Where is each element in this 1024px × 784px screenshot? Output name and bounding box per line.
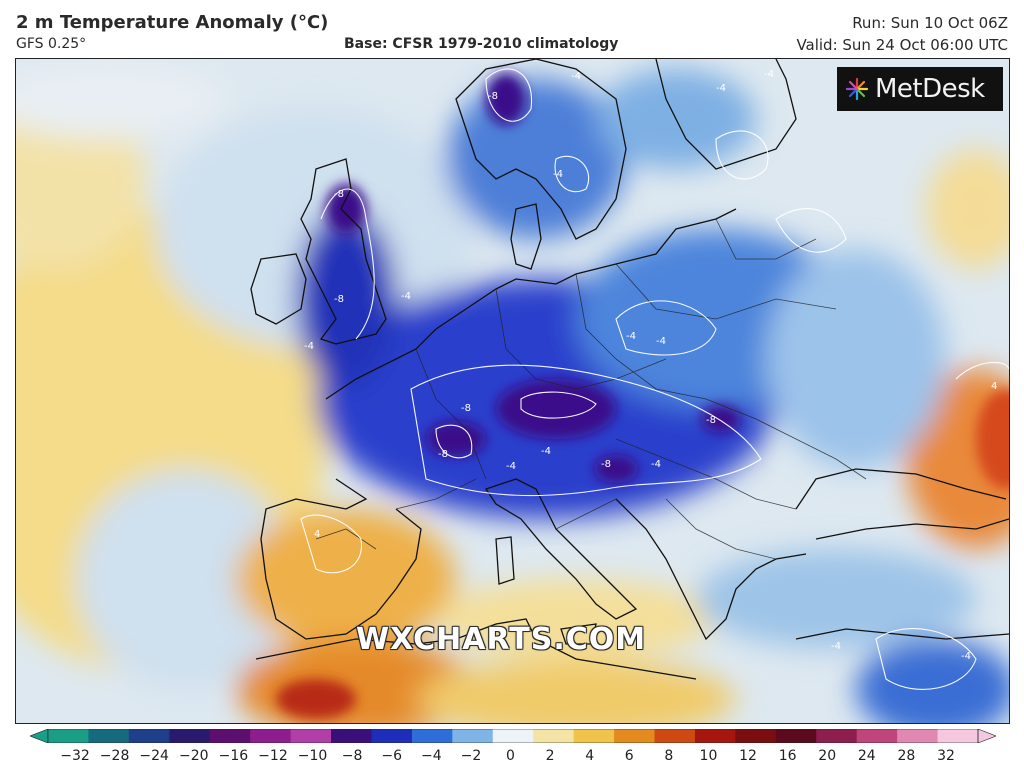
contour-label: -8 bbox=[488, 91, 498, 102]
colorbar-segment bbox=[775, 729, 817, 743]
colorbar-segment bbox=[88, 729, 130, 743]
run-time-label: Run: Sun 10 Oct 06Z bbox=[852, 14, 1008, 32]
colorbar-tick-label: −12 bbox=[258, 748, 288, 764]
colorbar-tick-label: 20 bbox=[818, 748, 837, 764]
colorbar-tick-labels: −32 −28 −24 −20 −16 −12 −10 −8 −6 −4 −2 0 2 4 6 8 10 12 16… bbox=[0, 748, 1024, 768]
model-label: GFS 0.25° bbox=[16, 36, 87, 52]
colorbar-min-arrow bbox=[29, 728, 49, 744]
valid-time-label: Valid: Sun 24 Oct 06:00 UTC bbox=[796, 36, 1008, 54]
colorbar-tick-label: 32 bbox=[937, 748, 955, 764]
contour-label: -4 bbox=[656, 336, 666, 347]
contour-label: -8 bbox=[438, 449, 448, 460]
colorbar-tick-label: −6 bbox=[381, 748, 403, 764]
contour-label: -4 bbox=[716, 83, 726, 94]
contour-lines bbox=[300, 68, 1009, 690]
contour-label: -4 bbox=[831, 641, 841, 652]
contour-label: -4 bbox=[304, 341, 314, 352]
colorbar-segment bbox=[694, 729, 736, 743]
colorbar-tick-label: −10 bbox=[297, 748, 328, 764]
country-borders bbox=[315, 218, 867, 560]
contour-label: -4 bbox=[571, 71, 581, 82]
colorbar-segment bbox=[614, 729, 656, 743]
colorbar-tick-label: 8 bbox=[664, 748, 674, 764]
contour-label: -4 bbox=[764, 69, 774, 80]
colorbar-tick-label: 12 bbox=[739, 748, 757, 764]
colorbar-segment bbox=[937, 729, 979, 743]
contour-label: -4 bbox=[961, 651, 971, 662]
colorbar-segment bbox=[856, 729, 898, 743]
colorbar-segment bbox=[250, 729, 292, 743]
colorbar-tick-label: −8 bbox=[341, 748, 363, 764]
colorbar-segment bbox=[452, 729, 494, 743]
climatology-base-label: Base: CFSR 1979-2010 climatology bbox=[344, 36, 619, 52]
colorbar-segment bbox=[897, 729, 939, 743]
contour-label: -4 bbox=[553, 169, 563, 180]
metdesk-star-icon bbox=[845, 77, 869, 101]
colorbar-segment bbox=[48, 729, 89, 743]
colorbar-segment bbox=[169, 729, 211, 743]
contour-label: -8 bbox=[334, 189, 344, 200]
colorbar-segment bbox=[209, 729, 251, 743]
contour-label: -8 bbox=[706, 415, 716, 426]
colorbar-segment bbox=[411, 729, 453, 743]
colorbar-tick-label: 0 bbox=[506, 748, 515, 764]
colorbar-tick-label: 4 bbox=[585, 748, 595, 764]
colorbar-tick-label: 6 bbox=[624, 748, 634, 764]
metdesk-logo-text: MetDesk bbox=[875, 74, 985, 104]
contour-label: -4 bbox=[541, 446, 551, 457]
contour-label: 4 bbox=[314, 529, 320, 540]
contour-label: -4 bbox=[651, 459, 661, 470]
colorbar-max-arrow bbox=[977, 728, 997, 744]
colorbar-segment bbox=[573, 729, 615, 743]
colorbar bbox=[29, 728, 997, 744]
colorbar-segment bbox=[735, 729, 777, 743]
map-canvas: -4 -4 -4 -4 -4 -4 -4 -4 -4 -4 -8 -8 -8 -… bbox=[16, 59, 1009, 723]
temperature-anomaly-map[interactable]: -4 -4 -4 -4 -4 -4 -4 -4 -4 -4 -8 -8 -8 -… bbox=[15, 58, 1010, 724]
colorbar-tick-label: 2 bbox=[545, 748, 555, 764]
colorbar-tick-label: −32 bbox=[60, 748, 90, 764]
colorbar-segment bbox=[533, 729, 575, 743]
contour-label: -8 bbox=[601, 459, 611, 470]
colorbar-segment bbox=[654, 729, 696, 743]
colorbar-segment bbox=[290, 729, 332, 743]
colorbar-segment bbox=[128, 729, 170, 743]
colorbar-tick-label: −28 bbox=[99, 748, 130, 764]
colorbar-segment bbox=[371, 729, 413, 743]
contour-label: -8 bbox=[334, 294, 344, 305]
colorbar-tick-label: −16 bbox=[218, 748, 249, 764]
colorbar-tick-label: 10 bbox=[699, 748, 718, 764]
contour-labels: -4 -4 -4 -4 -4 -4 -4 -4 -4 -4 -8 -8 -8 -… bbox=[304, 69, 997, 662]
colorbar-tick-label: −4 bbox=[420, 748, 442, 764]
contour-label: 4 bbox=[991, 381, 997, 392]
colorbar-tick-label: −20 bbox=[178, 748, 209, 764]
colorbar-tick-label: 24 bbox=[857, 748, 876, 764]
contour-label: -4 bbox=[506, 461, 516, 472]
colorbar-segment bbox=[492, 729, 534, 743]
colorbar-tick-label: −2 bbox=[460, 748, 482, 764]
colorbar-graphic bbox=[29, 728, 997, 744]
metdesk-logo: MetDesk bbox=[837, 67, 1003, 111]
colorbar-tick-label: 28 bbox=[897, 748, 916, 764]
wxcharts-watermark: WXCHARTS.COM bbox=[356, 622, 647, 657]
contour-label: -4 bbox=[626, 331, 636, 342]
colorbar-segment bbox=[816, 729, 858, 743]
colorbar-segment bbox=[331, 729, 372, 743]
colorbar-tick-label: −24 bbox=[139, 748, 169, 764]
colorbar-tick-label: 16 bbox=[778, 748, 797, 764]
map-title: 2 m Temperature Anomaly (°C) bbox=[16, 12, 329, 33]
contour-label: -8 bbox=[461, 403, 471, 414]
contour-label: -4 bbox=[401, 291, 411, 302]
